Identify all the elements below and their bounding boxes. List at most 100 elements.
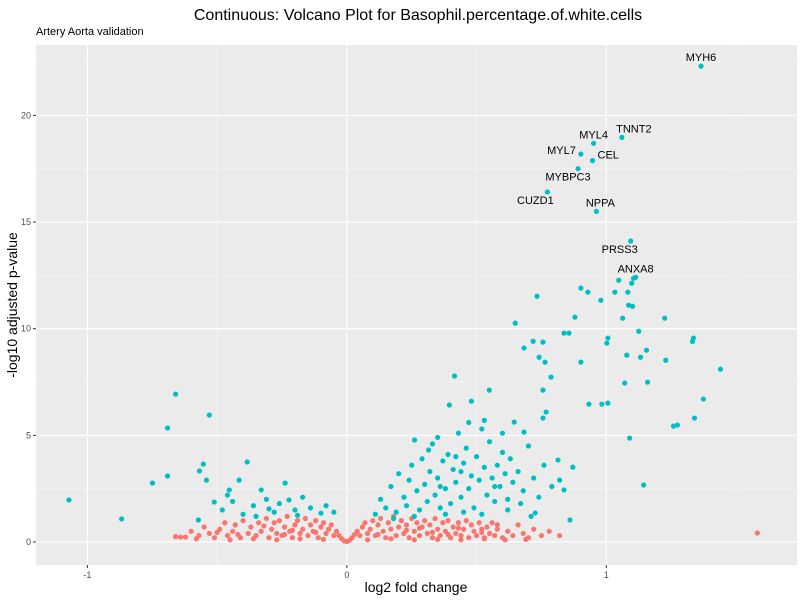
nonsignificant-point <box>297 536 303 542</box>
nonsignificant-point <box>276 518 282 524</box>
significant-point <box>670 423 677 429</box>
significant-point <box>224 492 231 498</box>
significant-point <box>510 479 516 485</box>
significant-point <box>507 456 513 462</box>
nonsignificant-point <box>331 532 337 539</box>
significant-point <box>66 497 72 503</box>
significant-point <box>572 314 578 320</box>
nonsignificant-point <box>502 537 508 543</box>
significant-point <box>393 509 399 515</box>
significant-point <box>230 498 236 505</box>
significant-point <box>662 315 668 321</box>
nonsignificant-point <box>422 518 428 524</box>
nonsignificant-point <box>362 520 368 526</box>
significant-point <box>532 510 538 516</box>
significant-point <box>414 488 420 494</box>
nonsignificant-point <box>281 531 288 538</box>
gene-label: MYL7 <box>547 145 576 157</box>
nonsignificant-point <box>396 524 402 530</box>
significant-point <box>585 289 591 295</box>
nonsignificant-point <box>445 531 451 538</box>
significant-point <box>515 468 521 475</box>
significant-point <box>422 481 428 487</box>
x-axis-label: log2 fold change <box>365 579 468 595</box>
significant-point <box>164 425 171 431</box>
labeled-gene-point <box>544 189 550 195</box>
y-tick-label: 15 <box>21 217 31 227</box>
nonsignificant-point <box>466 535 472 541</box>
nonsignificant-point <box>318 524 324 530</box>
nonsignificant-point <box>403 522 410 528</box>
significant-point <box>411 513 417 519</box>
nonsignificant-point <box>375 531 381 538</box>
nonsignificant-point <box>453 530 459 537</box>
nonsignificant-point <box>294 518 301 524</box>
nonsignificant-point <box>248 524 254 530</box>
nonsignificant-point <box>383 535 389 541</box>
significant-point <box>466 419 472 426</box>
significant-point <box>689 338 696 345</box>
nonsignificant-point <box>411 528 417 534</box>
significant-point <box>401 494 407 500</box>
significant-point <box>505 496 511 502</box>
nonsignificant-point <box>250 536 257 542</box>
nonsignificant-point <box>424 530 430 537</box>
nonsignificant-point <box>328 522 334 528</box>
nonsignificant-point <box>227 537 233 543</box>
significant-point <box>406 477 412 483</box>
significant-point <box>556 477 563 483</box>
nonsignificant-point <box>531 526 537 532</box>
gene-label: ANXA8 <box>618 263 654 275</box>
significant-point <box>629 303 636 309</box>
nonsignificant-point <box>411 537 417 543</box>
nonsignificant-point <box>274 537 280 543</box>
significant-point <box>629 280 635 286</box>
significant-point <box>555 457 561 463</box>
significant-point <box>468 398 474 404</box>
significant-point <box>536 494 542 500</box>
significant-point <box>442 486 449 492</box>
nonsignificant-point <box>494 526 500 532</box>
significant-point <box>499 430 506 436</box>
significant-point <box>540 339 546 345</box>
significant-point <box>372 511 378 517</box>
significant-point <box>286 497 292 503</box>
nonsignificant-point <box>556 532 563 539</box>
labeled-gene-point <box>589 158 596 164</box>
significant-point <box>435 434 441 441</box>
nonsignificant-point <box>455 525 462 531</box>
nonsignificant-point <box>193 536 199 542</box>
significant-point <box>605 335 611 341</box>
significant-point <box>481 417 487 423</box>
significant-point <box>492 483 498 490</box>
significant-point <box>206 412 212 418</box>
nonsignificant-point <box>494 522 500 528</box>
significant-point <box>396 471 402 477</box>
nonsignificant-point <box>333 528 340 534</box>
nonsignificant-point <box>416 532 423 539</box>
nonsignificant-point <box>206 530 212 537</box>
nonsignificant-point <box>323 530 329 537</box>
significant-point <box>307 505 314 511</box>
gene-label: CUZD1 <box>517 195 554 207</box>
nonsignificant-point <box>297 530 303 537</box>
nonsignificant-point <box>406 535 412 541</box>
significant-point <box>203 477 210 483</box>
significant-point <box>453 479 459 485</box>
gene-label: MYBPC3 <box>545 172 590 184</box>
significant-point <box>419 456 425 462</box>
nonsignificant-point <box>289 535 295 541</box>
plot-panel <box>36 45 797 565</box>
y-tick-label: 5 <box>26 430 31 440</box>
nonsignificant-point <box>354 528 360 534</box>
significant-point <box>448 500 454 507</box>
gene-label: MYH6 <box>686 52 717 64</box>
significant-point <box>636 328 642 334</box>
nonsignificant-point <box>388 526 394 532</box>
significant-point <box>599 401 605 407</box>
x-tick-label: 0 <box>344 570 349 580</box>
grid-lines <box>36 45 797 565</box>
nonsignificant-point <box>281 524 288 530</box>
significant-point <box>637 354 644 360</box>
